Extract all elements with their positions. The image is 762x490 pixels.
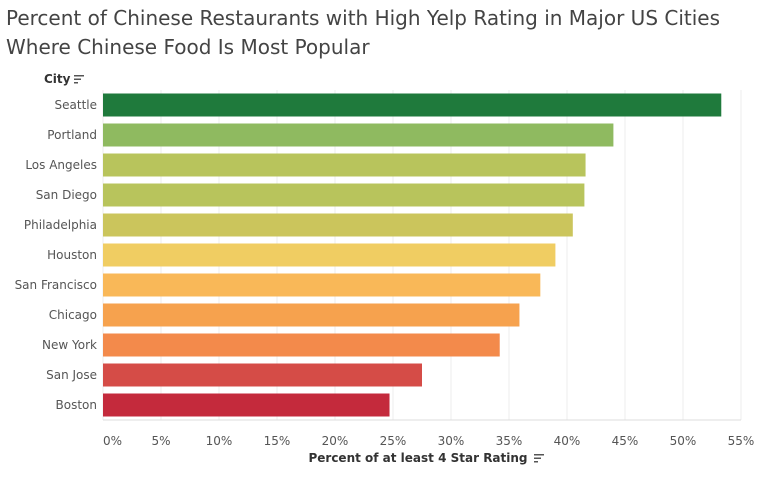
x-tick-label: 10% [206, 434, 233, 448]
x-tick-label: 30% [438, 434, 465, 448]
category-label: San Jose [46, 368, 97, 382]
x-tick-label: 45% [612, 434, 639, 448]
bar[interactable] [103, 183, 585, 207]
bar[interactable] [103, 243, 556, 267]
x-tick-label: 5% [151, 434, 170, 448]
bar[interactable] [103, 363, 422, 387]
sort-descending-icon[interactable] [533, 453, 544, 463]
x-axis-title-label: Percent of at least 4 Star Rating [308, 451, 528, 465]
category-label: Philadelphia [24, 218, 97, 232]
category-label: Seattle [55, 98, 97, 112]
y-axis-header[interactable]: City [44, 72, 85, 86]
x-tick-label: 50% [670, 434, 697, 448]
category-label: Houston [47, 248, 97, 262]
x-axis-title[interactable]: Percent of at least 4 Star Rating [0, 451, 762, 465]
bar[interactable] [103, 393, 390, 417]
category-label: New York [42, 338, 97, 352]
bar[interactable] [103, 153, 586, 177]
x-tick-label: 25% [380, 434, 407, 448]
x-tick-label: 0% [103, 434, 122, 448]
bar[interactable] [103, 303, 520, 327]
x-tick-label: 40% [554, 434, 581, 448]
bar[interactable] [103, 273, 541, 297]
chart-title: Percent of Chinese Restaurants with High… [6, 6, 721, 59]
x-tick-label: 55% [728, 434, 755, 448]
x-tick-label: 35% [496, 434, 523, 448]
category-label: Los Angeles [25, 158, 97, 172]
category-label: Boston [56, 398, 97, 412]
category-label: Portland [47, 128, 97, 142]
category-label: San Diego [36, 188, 97, 202]
sort-descending-icon[interactable] [74, 74, 85, 84]
bar[interactable] [103, 123, 614, 147]
category-label: San Francisco [15, 278, 97, 292]
x-tick-label: 20% [322, 434, 349, 448]
category-label: Chicago [49, 308, 97, 322]
bar[interactable] [103, 93, 722, 117]
x-tick-label: 15% [264, 434, 291, 448]
bar[interactable] [103, 333, 500, 357]
bar[interactable] [103, 213, 573, 237]
y-axis-header-label: City [44, 72, 71, 86]
